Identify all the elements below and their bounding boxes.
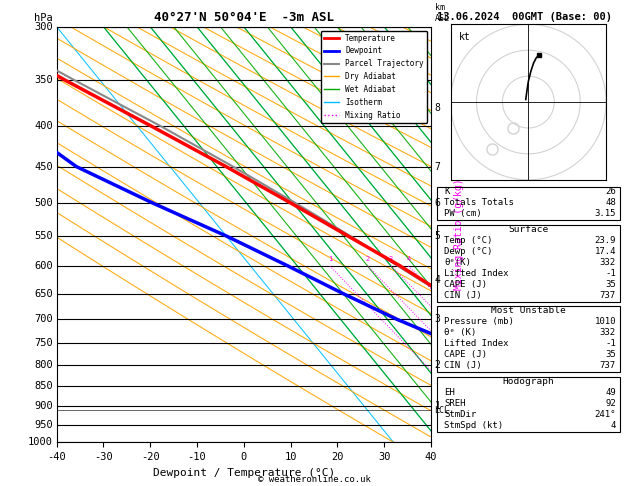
Text: K: K	[445, 187, 450, 196]
Text: 600: 600	[34, 261, 53, 271]
Text: Most Unstable: Most Unstable	[491, 306, 565, 315]
Text: 241°: 241°	[594, 410, 616, 419]
Text: SREH: SREH	[445, 399, 466, 408]
Text: 1000: 1000	[28, 437, 53, 447]
Text: CAPE (J): CAPE (J)	[445, 280, 487, 289]
Text: 7: 7	[435, 162, 440, 172]
X-axis label: Dewpoint / Temperature (°C): Dewpoint / Temperature (°C)	[153, 468, 335, 478]
Text: 26: 26	[605, 187, 616, 196]
Text: 3.15: 3.15	[594, 209, 616, 218]
Text: 400: 400	[34, 121, 53, 131]
Text: Lifted Index: Lifted Index	[445, 269, 509, 278]
Text: 550: 550	[34, 231, 53, 241]
Text: 13.06.2024  00GMT (Base: 00): 13.06.2024 00GMT (Base: 00)	[437, 12, 612, 22]
Text: 92: 92	[605, 399, 616, 408]
Text: 35: 35	[605, 350, 616, 360]
Text: 3: 3	[435, 314, 440, 324]
Text: 737: 737	[600, 362, 616, 370]
Legend: Temperature, Dewpoint, Parcel Trajectory, Dry Adiabat, Wet Adiabat, Isotherm, Mi: Temperature, Dewpoint, Parcel Trajectory…	[321, 31, 427, 122]
Title: 40°27'N 50°04'E  -3m ASL: 40°27'N 50°04'E -3m ASL	[153, 11, 334, 24]
Text: 35: 35	[605, 280, 616, 289]
Text: 650: 650	[34, 289, 53, 298]
Text: Temp (°C): Temp (°C)	[445, 236, 493, 245]
Text: 17.4: 17.4	[594, 247, 616, 256]
Text: EH: EH	[445, 388, 455, 397]
Text: 350: 350	[34, 75, 53, 85]
Text: 1: 1	[328, 256, 332, 262]
Text: 2: 2	[435, 360, 440, 370]
Text: Pressure (mb): Pressure (mb)	[445, 317, 515, 327]
Text: 23.9: 23.9	[594, 236, 616, 245]
Text: 800: 800	[34, 360, 53, 370]
Text: Hodograph: Hodograph	[503, 377, 554, 386]
Text: -1: -1	[605, 269, 616, 278]
Text: Mixing Ratio (g/kg): Mixing Ratio (g/kg)	[454, 179, 464, 290]
Text: 5: 5	[435, 231, 440, 241]
Text: θᵉ(K): θᵉ(K)	[445, 258, 471, 267]
Text: 3: 3	[389, 256, 393, 262]
Text: 332: 332	[600, 329, 616, 337]
Bar	[437, 225, 620, 302]
Text: StmDir: StmDir	[445, 410, 477, 419]
Text: hPa: hPa	[34, 13, 53, 22]
Bar	[437, 306, 620, 372]
Text: 737: 737	[600, 291, 616, 300]
Text: 49: 49	[605, 388, 616, 397]
Text: 332: 332	[600, 258, 616, 267]
Text: 2: 2	[365, 256, 370, 262]
Text: 850: 850	[34, 381, 53, 391]
Text: 1010: 1010	[594, 317, 616, 327]
Text: Lifted Index: Lifted Index	[445, 339, 509, 348]
Text: 950: 950	[34, 419, 53, 430]
Text: CAPE (J): CAPE (J)	[445, 350, 487, 360]
Text: 1: 1	[435, 401, 440, 411]
Text: -1: -1	[605, 339, 616, 348]
Text: Dewp (°C): Dewp (°C)	[445, 247, 493, 256]
Text: LCL: LCL	[435, 406, 450, 415]
Bar	[437, 377, 620, 432]
Text: 300: 300	[34, 22, 53, 32]
Text: Totals Totals: Totals Totals	[445, 198, 515, 208]
Text: CIN (J): CIN (J)	[445, 362, 482, 370]
Text: 4: 4	[406, 256, 411, 262]
Text: 900: 900	[34, 401, 53, 411]
Text: 4: 4	[611, 421, 616, 430]
Bar	[437, 187, 620, 220]
Text: 700: 700	[34, 314, 53, 324]
Text: θᵉ (K): θᵉ (K)	[445, 329, 477, 337]
Text: 450: 450	[34, 162, 53, 172]
Text: CIN (J): CIN (J)	[445, 291, 482, 300]
Text: PW (cm): PW (cm)	[445, 209, 482, 218]
Text: kt: kt	[459, 32, 470, 42]
Text: 750: 750	[34, 338, 53, 348]
Text: 500: 500	[34, 198, 53, 208]
Text: StmSpd (kt): StmSpd (kt)	[445, 421, 504, 430]
Text: Surface: Surface	[508, 225, 548, 234]
Text: km
ASL: km ASL	[435, 3, 450, 22]
Text: 48: 48	[605, 198, 616, 208]
Text: © weatheronline.co.uk: © weatheronline.co.uk	[258, 474, 371, 484]
Text: 8: 8	[435, 104, 440, 113]
Text: 6: 6	[435, 198, 440, 208]
Text: 4: 4	[435, 275, 440, 285]
